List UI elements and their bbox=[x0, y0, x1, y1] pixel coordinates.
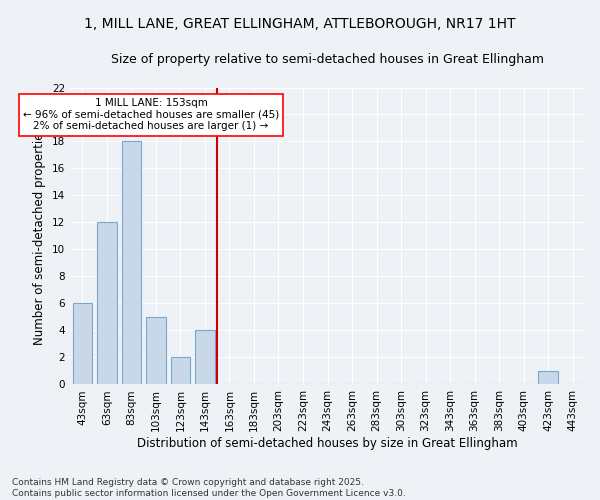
Bar bbox=[195, 330, 215, 384]
Text: Contains HM Land Registry data © Crown copyright and database right 2025.
Contai: Contains HM Land Registry data © Crown c… bbox=[12, 478, 406, 498]
Bar bbox=[97, 222, 116, 384]
Bar bbox=[146, 317, 166, 384]
Y-axis label: Number of semi-detached properties: Number of semi-detached properties bbox=[34, 126, 46, 346]
Bar bbox=[170, 358, 190, 384]
X-axis label: Distribution of semi-detached houses by size in Great Ellingham: Distribution of semi-detached houses by … bbox=[137, 437, 518, 450]
Text: 1, MILL LANE, GREAT ELLINGHAM, ATTLEBOROUGH, NR17 1HT: 1, MILL LANE, GREAT ELLINGHAM, ATTLEBORO… bbox=[84, 18, 516, 32]
Bar bbox=[73, 304, 92, 384]
Title: Size of property relative to semi-detached houses in Great Ellingham: Size of property relative to semi-detach… bbox=[111, 52, 544, 66]
Text: 1 MILL LANE: 153sqm
← 96% of semi-detached houses are smaller (45)
2% of semi-de: 1 MILL LANE: 153sqm ← 96% of semi-detach… bbox=[23, 98, 279, 132]
Bar bbox=[538, 371, 558, 384]
Bar bbox=[122, 142, 141, 384]
